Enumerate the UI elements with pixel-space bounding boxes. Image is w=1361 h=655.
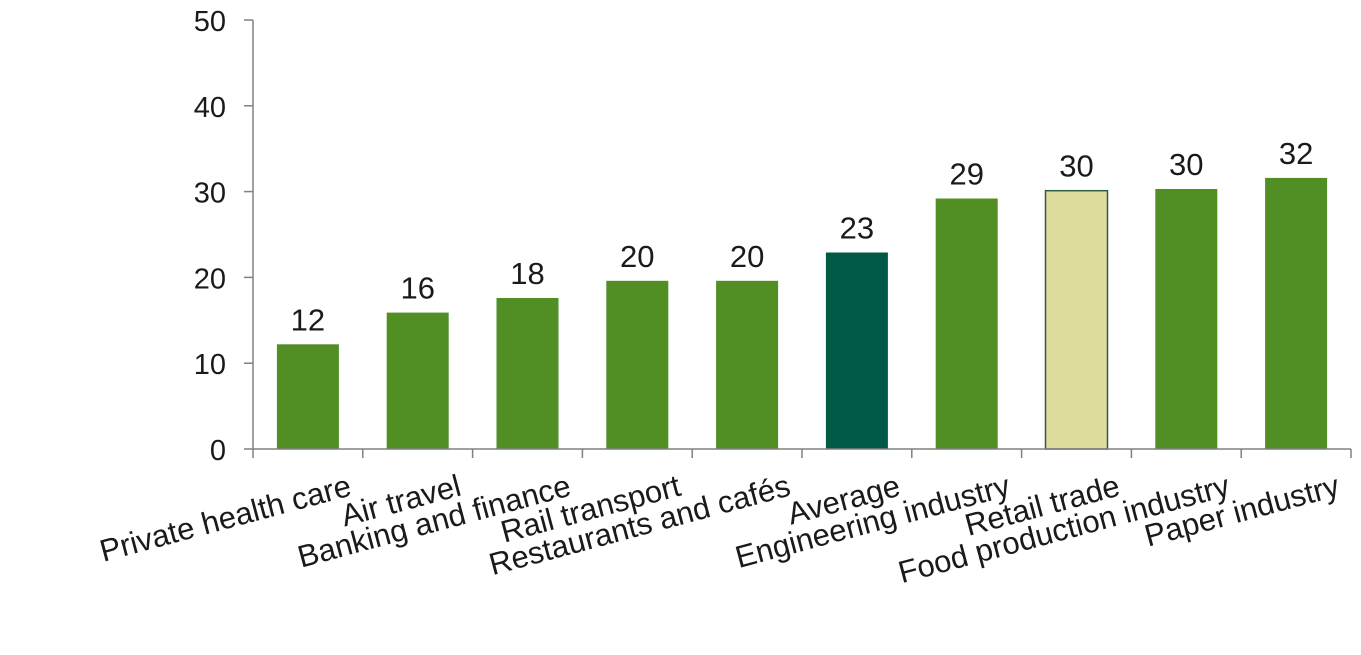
y-tick-label: 0 [210, 435, 226, 467]
y-tick-label: 20 [194, 263, 226, 295]
bar-paper-industry [1265, 177, 1328, 449]
data-label: 30 [1169, 147, 1203, 182]
axes [244, 19, 1352, 458]
bar-rail-transport [606, 280, 669, 449]
data-label: 32 [1279, 136, 1313, 171]
bar-banking-and-finance [496, 298, 559, 449]
data-label: 20 [730, 239, 764, 274]
data-labels-layer: 12 16 18 20 20 23 29 30 30 32 [291, 136, 1314, 337]
bar-private-health-care [276, 344, 339, 449]
bars-layer [276, 177, 1328, 450]
data-label: 29 [949, 157, 983, 192]
data-label: 20 [620, 239, 654, 274]
bar-air-travel [386, 312, 449, 449]
y-tick-label: 10 [194, 349, 226, 381]
bar-food-production-industry [1155, 189, 1218, 449]
y-tick-label: 50 [194, 6, 226, 38]
data-label: 16 [400, 271, 434, 306]
bar-engineering-industry [935, 198, 998, 449]
data-label: 23 [840, 211, 874, 246]
bar-retail-trade [1044, 189, 1109, 450]
bar-average [825, 252, 888, 449]
data-label: 12 [291, 302, 325, 337]
data-label: 18 [510, 256, 544, 291]
bar-restaurants-and-caf-s [716, 280, 779, 449]
data-label: 30 [1059, 149, 1093, 184]
category-label: Paper industry [1141, 468, 1344, 554]
y-tick-label: 40 [194, 92, 226, 124]
y-tick-label: 30 [194, 178, 226, 210]
